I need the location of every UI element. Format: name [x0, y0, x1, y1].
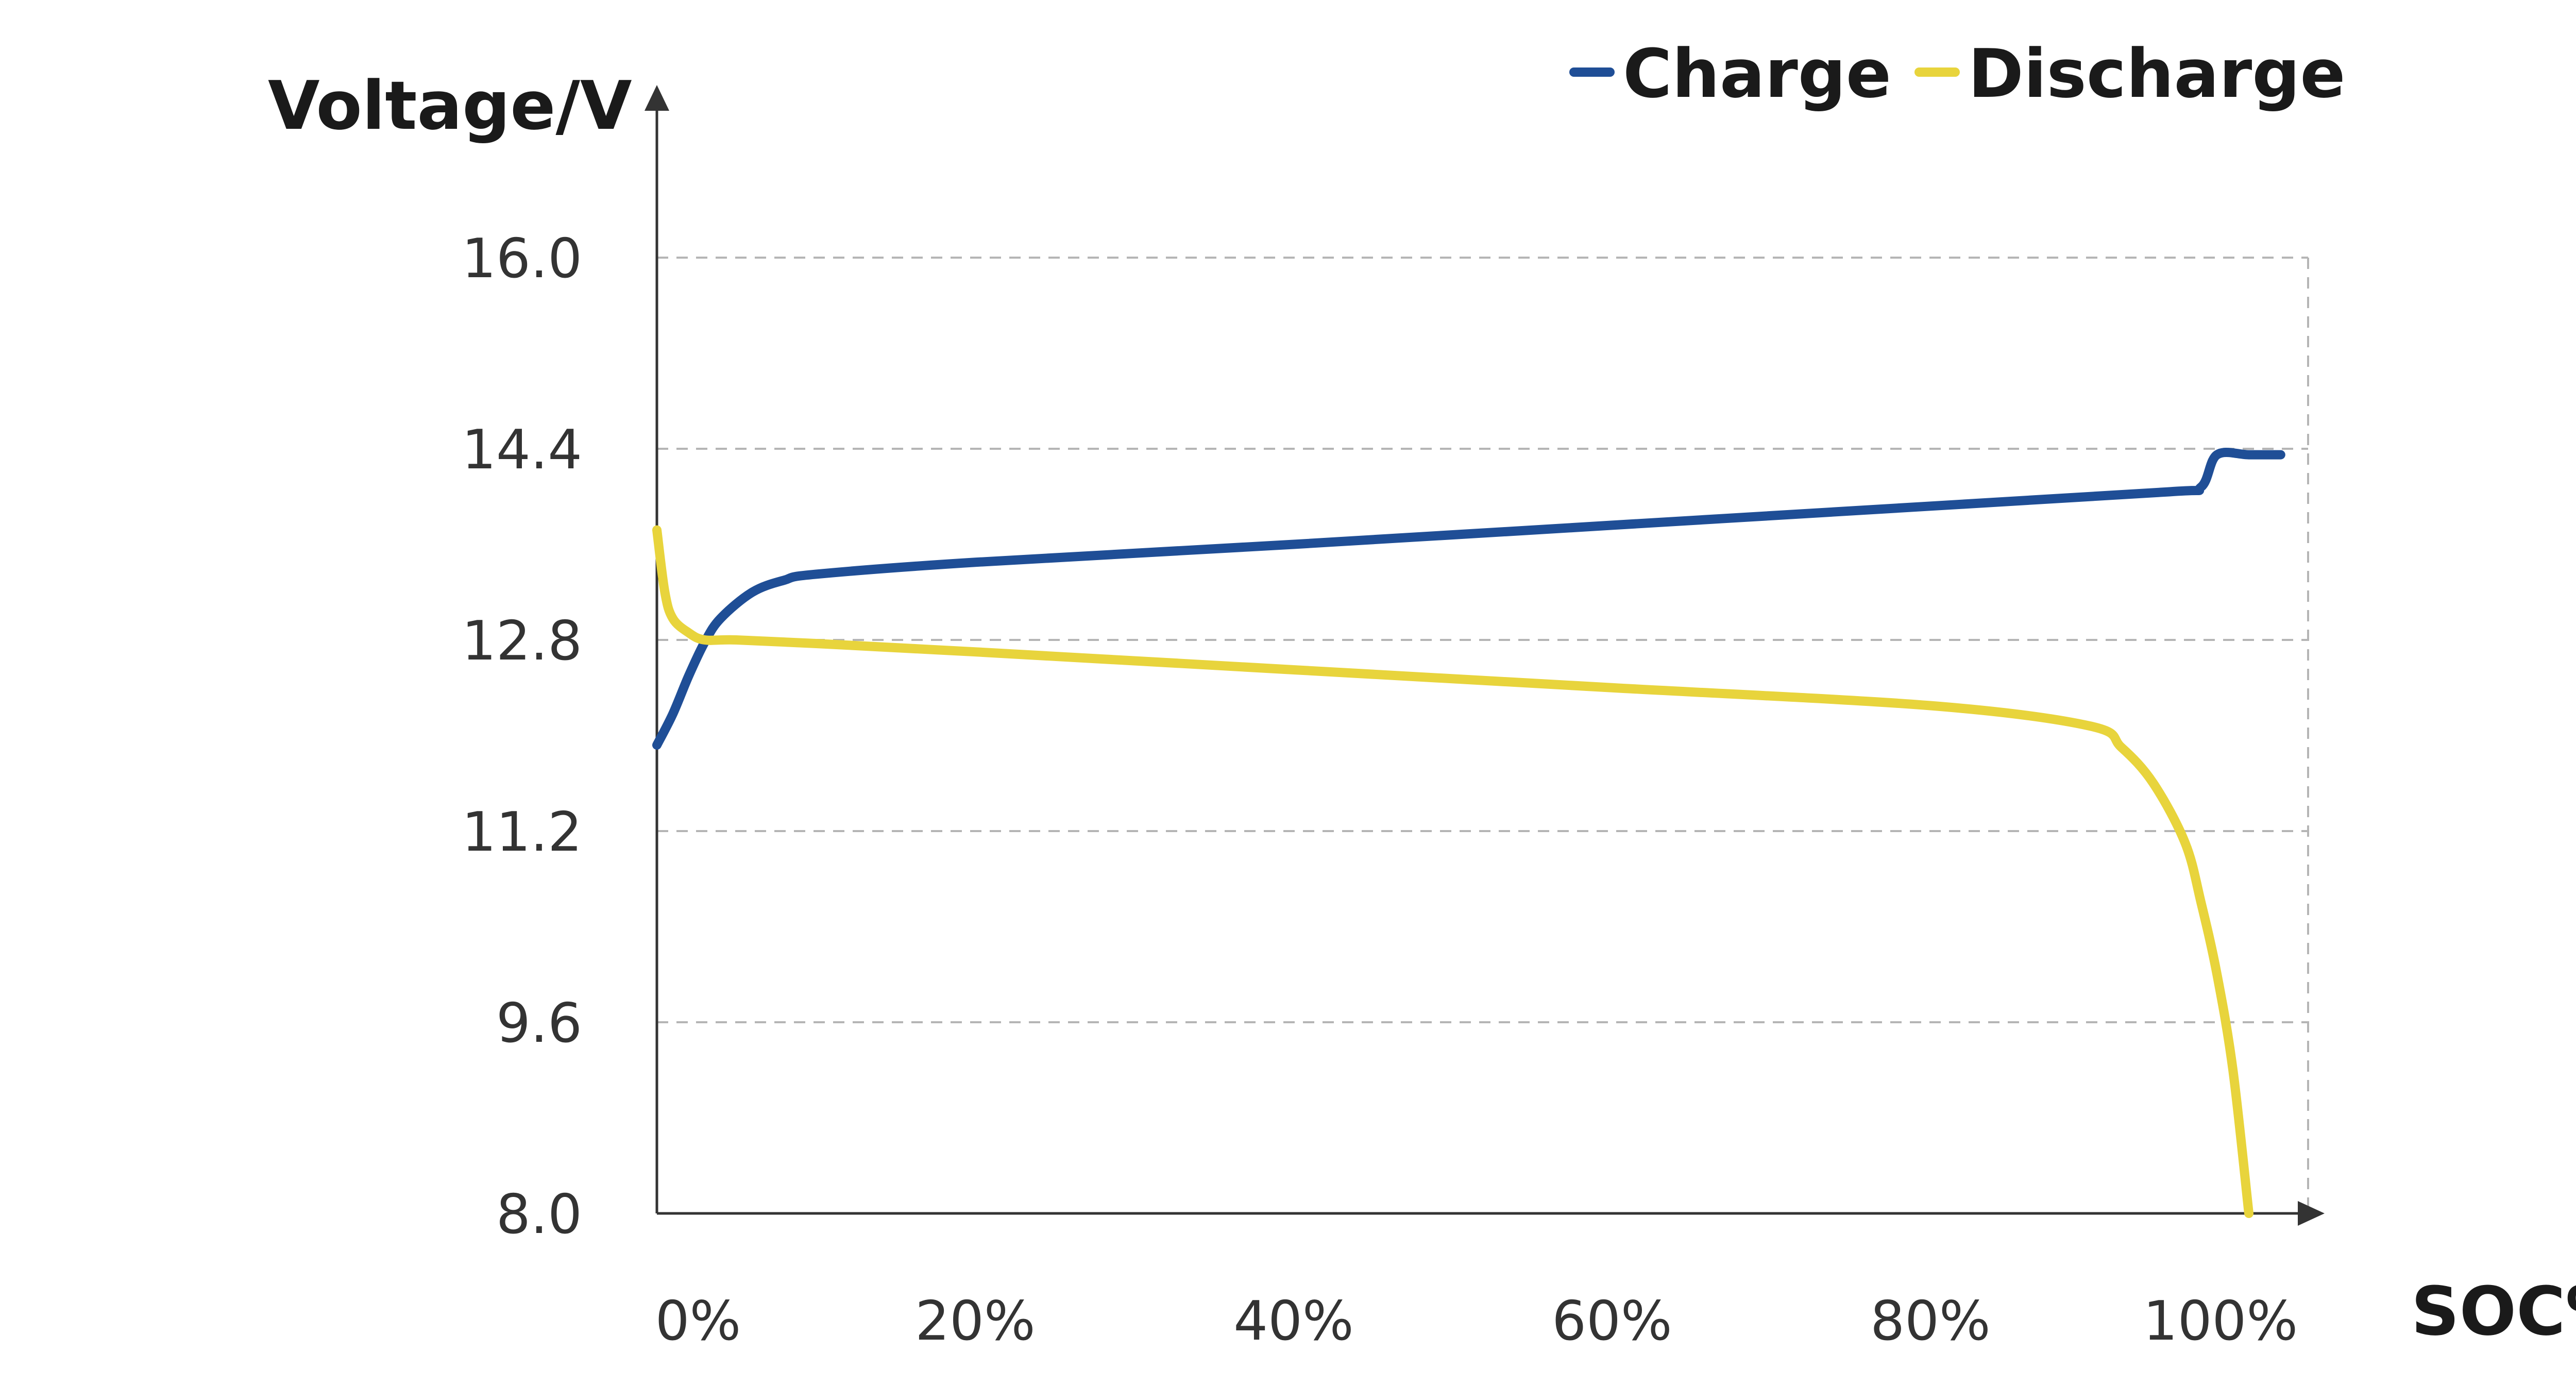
x-tick-0%: 0% [655, 1290, 741, 1353]
x-tick-20%: 20% [915, 1290, 1035, 1353]
y-tick-11.2: 11.2 [462, 801, 582, 864]
y-tick-9.6: 9.6 [496, 992, 582, 1055]
x-tick-60%: 60% [1552, 1290, 1672, 1353]
axes [645, 85, 2325, 1226]
x-tick-labels: 0% 20% 40% 60% 80% 100% [655, 1290, 2298, 1353]
x-tick-80%: 80% [1870, 1290, 1990, 1353]
legend-label-charge: Charge [1623, 35, 1891, 113]
series-line-charge [652, 447, 2285, 750]
y-tick-8.0: 8.0 [496, 1183, 582, 1246]
x-tick-40%: 40% [1233, 1290, 1353, 1353]
series-line-discharge [652, 525, 2253, 1218]
series-lines [652, 447, 2285, 1218]
y-axis-title: Voltage/V [268, 66, 632, 145]
x-axis-arrow [2298, 1201, 2325, 1226]
x-axis-title: SOC% [2411, 1272, 2576, 1350]
y-tick-12.8: 12.8 [462, 610, 582, 672]
gridlines [657, 257, 2309, 1213]
y-tick-16.0: 16.0 [462, 227, 582, 290]
legend-label-discharge: Discharge [1968, 35, 2346, 113]
x-tick-100%: 100% [2143, 1290, 2298, 1353]
y-tick-14.4: 14.4 [462, 418, 582, 481]
y-axis-arrow [645, 85, 669, 111]
legend: Charge Discharge [1569, 35, 2346, 113]
y-tick-labels: 8.0 9.6 11.2 12.8 14.4 16.0 [462, 227, 582, 1246]
